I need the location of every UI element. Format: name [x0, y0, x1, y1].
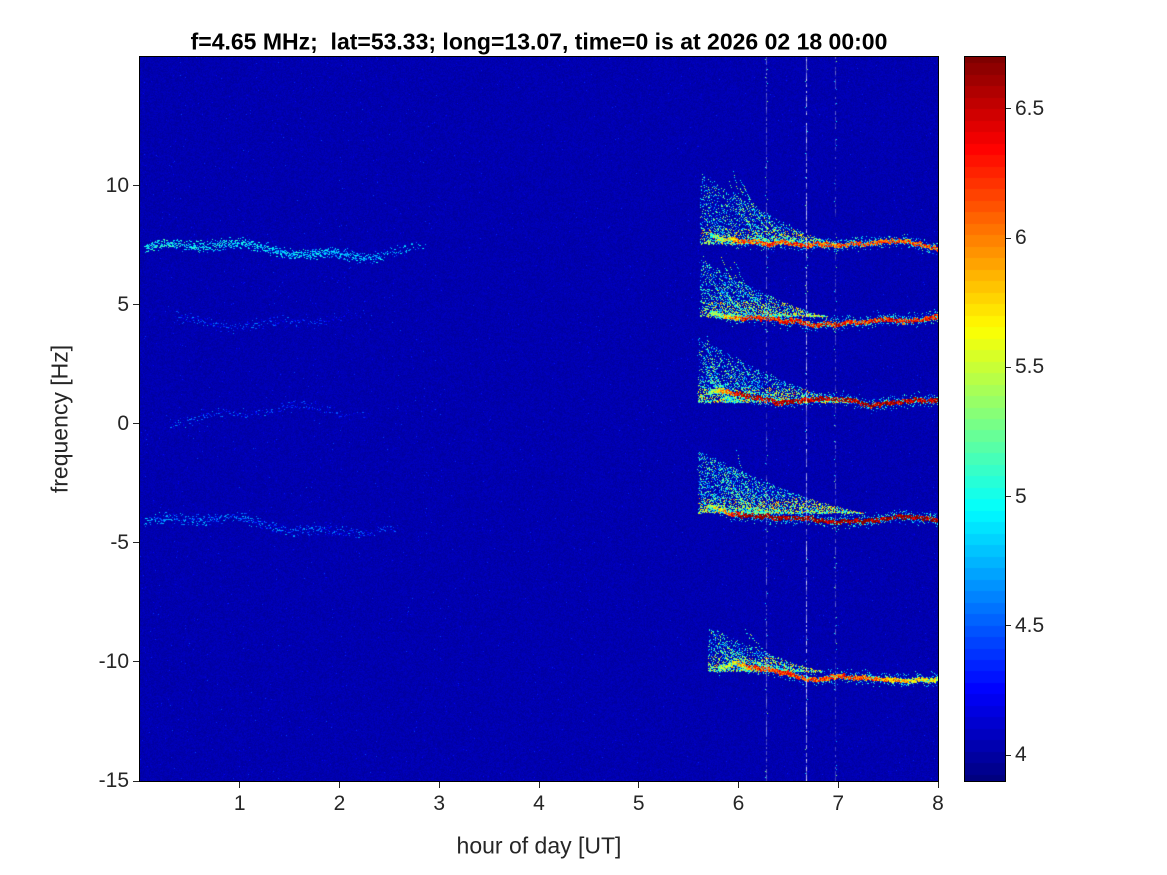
- x-tick-mark: [837, 782, 839, 788]
- plot-area: [139, 56, 939, 782]
- x-tick-label: 4: [533, 792, 545, 815]
- y-tick-mark: [133, 780, 139, 782]
- y-tick-mark: [133, 542, 139, 544]
- x-tick-label: 3: [433, 792, 446, 815]
- colorbar-tick-mark: [1006, 237, 1011, 239]
- x-tick-label: 5: [632, 792, 645, 815]
- colorbar-tick-label: 4.5: [1015, 613, 1045, 637]
- x-tick-mark: [438, 782, 440, 788]
- colorbar: [964, 56, 1006, 782]
- x-tick-label: 8: [932, 792, 944, 815]
- colorbar-tick-label: 6: [1015, 226, 1027, 249]
- x-tick-mark: [738, 782, 739, 788]
- x-tick-label: 2: [333, 792, 346, 815]
- x-tick-label: 6: [732, 792, 745, 815]
- y-tick-label: -10: [98, 649, 129, 673]
- x-axis-label: hour of day [UT]: [456, 832, 622, 859]
- colorbar-tick-label: 4: [1015, 743, 1027, 767]
- y-tick-label: -5: [110, 530, 129, 554]
- x-tick-mark: [937, 782, 939, 788]
- y-tick-label: 0: [117, 411, 129, 435]
- colorbar-tick-mark: [1006, 625, 1011, 627]
- colorbar-tick-label: 5: [1015, 484, 1027, 508]
- colorbar-tick-mark: [1006, 754, 1011, 756]
- x-tick-label: 7: [832, 792, 845, 815]
- y-tick-mark: [133, 423, 139, 425]
- x-tick-mark: [538, 782, 540, 788]
- y-tick-mark: [133, 661, 139, 663]
- x-tick-mark: [638, 782, 640, 788]
- colorbar-tick-label: 6.5: [1015, 96, 1045, 120]
- y-axis-label: frequency [Hz]: [46, 344, 73, 494]
- colorbar-tick-mark: [1006, 108, 1011, 110]
- y-tick-label: 5: [117, 292, 129, 316]
- colorbar-canvas: [965, 57, 1005, 781]
- colorbar-tick-label: 5.5: [1015, 355, 1045, 379]
- colorbar-tick-mark: [1006, 366, 1011, 368]
- x-tick-mark: [339, 782, 340, 788]
- y-tick-mark: [133, 185, 139, 187]
- x-tick-label: 1: [233, 792, 246, 815]
- colorbar-tick-mark: [1006, 496, 1011, 498]
- spectrogram-canvas: [140, 57, 938, 781]
- y-tick-label: 10: [105, 173, 129, 197]
- chart-title: f=4.65 MHz; lat=53.33; long=13.07, time=…: [190, 28, 888, 55]
- x-tick-mark: [239, 782, 241, 788]
- y-tick-label: -15: [98, 769, 129, 792]
- y-tick-mark: [133, 304, 139, 306]
